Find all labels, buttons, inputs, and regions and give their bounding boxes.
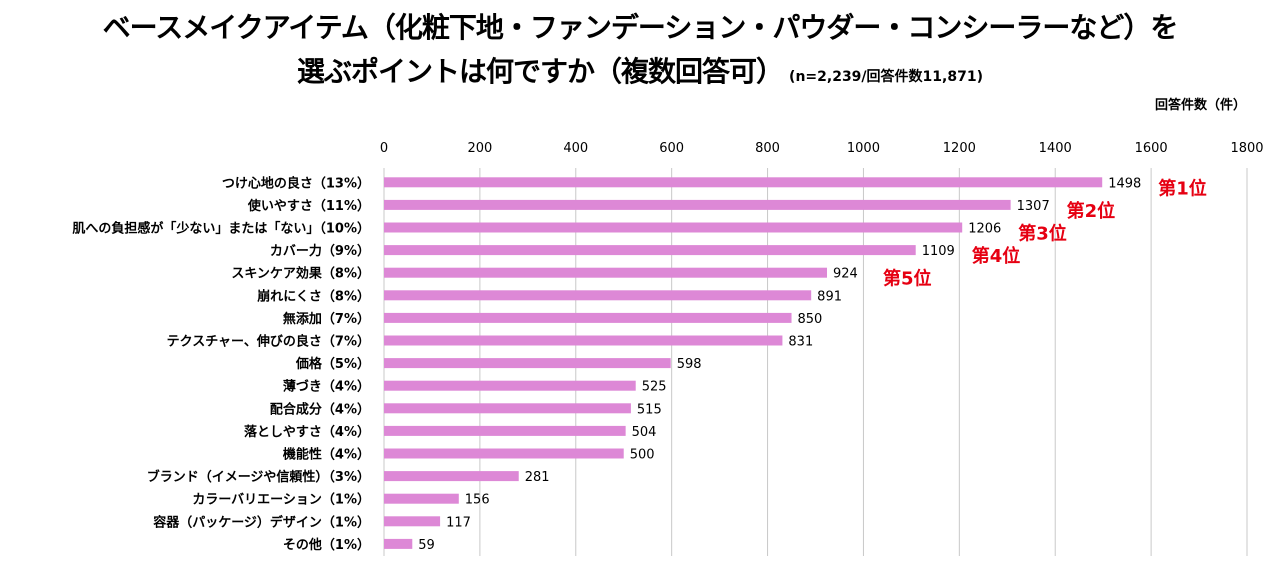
data-label: 1307: [1017, 199, 1050, 214]
data-label: 831: [788, 335, 813, 350]
bar: [384, 425, 626, 436]
x-tick-label: 0: [380, 141, 388, 156]
bar: [384, 493, 459, 504]
rank-label: 第3位: [1018, 223, 1067, 245]
chart-title-line2: 選ぶポイントは何ですか（複数回答可） (n=2,239/回答件数11,871): [0, 50, 1280, 90]
category-labels: つけ心地の良さ（13%） 使いやすさ（11%） 肌への負担感が「少ない」または「ない…: [72, 175, 370, 553]
x-tick-label: 200: [467, 141, 492, 156]
category-label: 機能性（4%）: [283, 447, 370, 463]
category-label: ブランド（イメージや信頼性）（3%）: [147, 469, 370, 485]
data-label: 891: [817, 289, 842, 304]
category-label: 薄づき（4%）: [283, 379, 370, 395]
category-label: スキンケア効果（8%）: [231, 266, 370, 282]
x-tick-label: 400: [563, 141, 588, 156]
data-label: 500: [630, 448, 655, 463]
category-label: 崩れにくさ（8%）: [257, 288, 370, 304]
bar: [384, 267, 828, 278]
bar: [384, 222, 963, 233]
category-label: 無添加（7%）: [283, 311, 370, 327]
category-label: 使いやすさ（11%）: [247, 198, 370, 214]
rank-label: 第1位: [1158, 177, 1207, 199]
chart-title-main: 選ぶポイントは何ですか（複数回答可）: [297, 55, 784, 88]
category-label: 容器（パッケージ）デザイン（1%）: [152, 514, 370, 530]
bar: [384, 516, 441, 527]
category-label: 肌への負担感が「少ない」または「ない」（10%）: [72, 221, 370, 237]
rank-label: 第4位: [972, 245, 1021, 267]
x-tick-label: 800: [755, 141, 780, 156]
chart-sample-note: (n=2,239/回答件数11,871): [789, 69, 983, 85]
bar: [384, 199, 1011, 210]
x-tick-label: 1800: [1230, 141, 1263, 156]
value-labels: 1498 1307 1206 1109 924 891 850 831 598 525 515 504…: [418, 176, 1141, 553]
data-label: 59: [418, 538, 435, 553]
category-label: カバー力（9%）: [270, 243, 370, 259]
data-label: 281: [525, 470, 550, 485]
category-label: つけ心地の良さ（13%）: [222, 175, 370, 191]
data-label: 504: [632, 425, 657, 440]
data-label: 1206: [968, 222, 1001, 237]
category-label: その他（1%）: [283, 537, 370, 553]
data-label: 117: [446, 515, 471, 530]
data-label: 1109: [922, 244, 955, 259]
category-label: 配合成分（4%）: [270, 401, 370, 417]
unit-label: 回答件数（件）: [1155, 97, 1246, 113]
x-tick-label: 1000: [847, 141, 880, 156]
data-label: 598: [677, 357, 702, 372]
bar: [384, 380, 636, 391]
x-axis-ticks: 0 200 400 600 800 1000 1200 1400 1600 1800: [380, 141, 1264, 156]
bar: [384, 312, 792, 323]
bar: [384, 245, 916, 256]
x-tick-label: 1600: [1135, 141, 1168, 156]
bar: [384, 290, 812, 301]
category-label: 落としやすさ（4%）: [244, 424, 370, 440]
bar: [384, 403, 631, 414]
bar: [384, 358, 671, 369]
data-label: 515: [637, 402, 662, 417]
bars: [384, 177, 1103, 549]
data-label: 525: [642, 380, 667, 395]
chart-title-line1: ベースメイクアイテム（化粧下地・ファンデーション・パウダー・コンシーラーなど）を: [102, 11, 1179, 44]
bar: [384, 471, 519, 482]
category-label: 価格（5%）: [295, 356, 370, 372]
bar: [384, 177, 1103, 188]
category-label: テクスチャー、伸びの良さ（7%）: [167, 334, 370, 350]
data-label: 156: [465, 493, 490, 508]
category-label: カラーバリエーション（1%）: [192, 492, 370, 508]
x-tick-label: 1200: [943, 141, 976, 156]
x-tick-label: 600: [659, 141, 684, 156]
x-tick-label: 1400: [1039, 141, 1072, 156]
bar: [384, 448, 624, 459]
data-label: 1498: [1108, 176, 1141, 191]
data-label: 850: [798, 312, 823, 327]
bar: [384, 538, 413, 549]
bar: [384, 335, 783, 346]
data-label: 924: [833, 267, 858, 282]
rank-label: 第2位: [1067, 200, 1116, 222]
rank-label: 第5位: [883, 268, 932, 290]
